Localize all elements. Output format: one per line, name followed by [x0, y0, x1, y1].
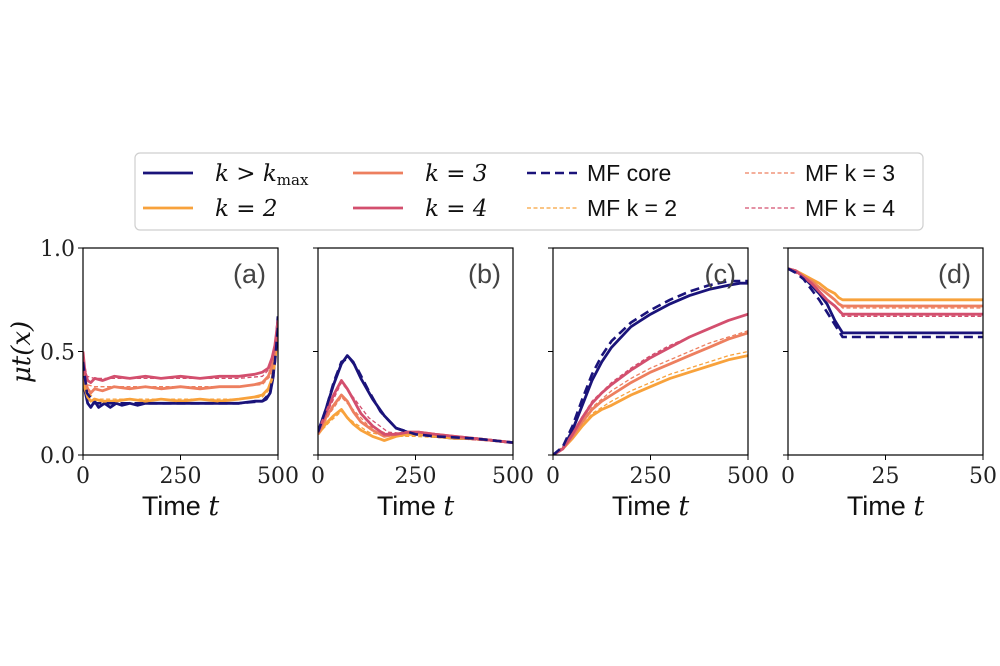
x-tick-label: 0 — [781, 464, 795, 489]
x-tick-label: 0 — [311, 464, 325, 489]
series-line-2-0 — [553, 281, 748, 455]
series-line-2-4 — [553, 279, 748, 455]
x-tick-label: 500 — [492, 464, 534, 489]
x-axis-label: Time t — [142, 491, 220, 522]
series-line-2-7 — [553, 313, 748, 455]
series-line-0-6 — [83, 328, 278, 388]
legend-label-5: MF k = 2 — [587, 195, 677, 221]
series-line-2-3 — [553, 312, 748, 455]
x-axis-label-var: t — [913, 491, 924, 522]
panel-0: 0 250 500 0.0 0.5 1.0 Time t (a) — [40, 237, 299, 522]
x-axis-label: Time t — [377, 491, 455, 522]
legend-label-1: k = 2 — [215, 196, 277, 222]
x-tick-label: 500 — [257, 464, 299, 489]
y-axis-label: μt(x) — [7, 321, 37, 383]
y-tick-label: 0.0 — [40, 444, 75, 469]
legend-label-sub-0: max — [277, 171, 309, 189]
series-line-2-6 — [553, 330, 748, 455]
series-line-3-4 — [788, 267, 983, 339]
series-line-0-5 — [83, 334, 278, 400]
series-line-3-6 — [788, 268, 983, 309]
y-tick-label: 0.5 — [40, 341, 75, 366]
x-axis-label: Time t — [612, 491, 690, 522]
panel-3: 0 25 50 Time t (d) — [781, 247, 997, 522]
x-tick-label: 25 — [872, 464, 900, 489]
series-line-3-7 — [788, 268, 983, 317]
x-tick-label: 250 — [630, 464, 672, 489]
x-tick-label: 500 — [727, 464, 769, 489]
series-line-0-1 — [83, 330, 278, 403]
legend-label-4: MF core — [587, 160, 671, 186]
legend-label-6: MF k = 3 — [805, 160, 895, 186]
panel-label: (c) — [705, 259, 736, 289]
y-tick-label: 1.0 — [40, 237, 75, 262]
x-axis-label-var: t — [678, 491, 689, 522]
series-line-0-2 — [83, 324, 278, 395]
panel-2: 0 250 500 Time t (c) — [546, 247, 769, 522]
legend-frame — [134, 152, 924, 231]
series-line-2-2 — [553, 331, 748, 455]
x-tick-label: 250 — [160, 464, 202, 489]
series-line-0-0 — [83, 316, 278, 409]
x-axis-label-var: t — [443, 491, 454, 522]
x-axis-label: Time t — [847, 491, 925, 522]
series-line-3-3 — [788, 267, 983, 316]
panel-label: (a) — [233, 259, 266, 289]
x-axis-label-var: t — [208, 491, 219, 522]
x-tick-label: 50 — [969, 464, 997, 489]
x-tick-label: 250 — [395, 464, 437, 489]
series-line-0-3 — [83, 320, 278, 384]
series-line-1-3 — [318, 379, 513, 444]
panel-1: 0 250 500 Time t (b) — [311, 247, 534, 522]
legend-label-3: k = 4 — [425, 196, 487, 222]
series-line-3-1 — [788, 267, 983, 302]
panel-label: (b) — [468, 259, 501, 289]
x-tick-label: 0 — [546, 464, 560, 489]
legend-label-7: MF k = 4 — [805, 195, 895, 221]
series-line-0-4 — [83, 326, 278, 405]
y-axis-label-group: μt(x) — [7, 321, 37, 383]
series-line-1-0 — [318, 354, 513, 444]
legend-label-2: k = 3 — [425, 161, 487, 187]
series-line-2-5 — [553, 350, 748, 455]
x-tick-label: 0 — [76, 464, 90, 489]
series-line-0-7 — [83, 324, 278, 380]
panel-label: (d) — [938, 259, 971, 289]
series-line-1-1 — [318, 408, 513, 444]
